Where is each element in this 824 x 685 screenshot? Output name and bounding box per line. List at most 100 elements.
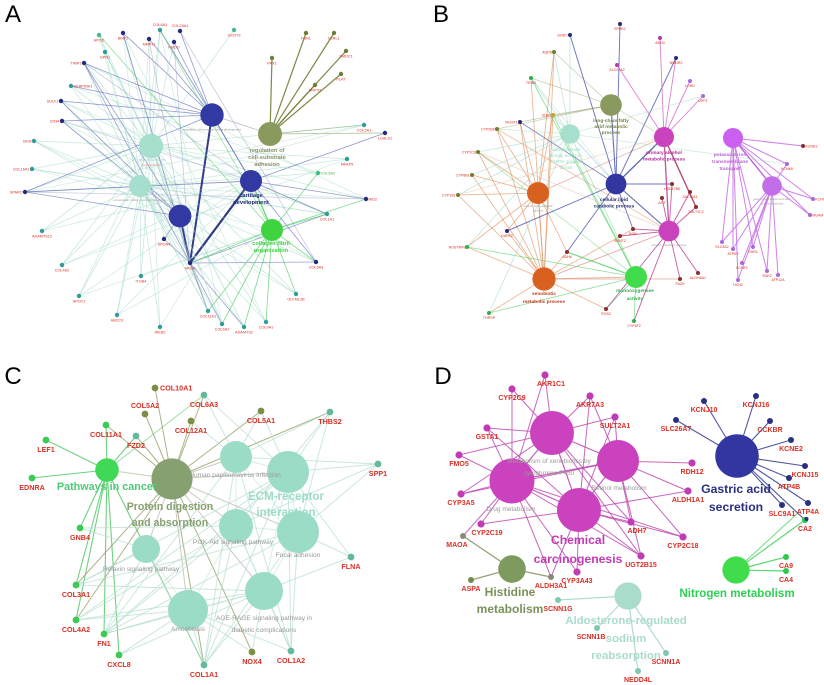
svg-text:SLBP: SLBP (542, 113, 552, 117)
svg-text:Aldosterone-regulated: Aldosterone-regulated (565, 615, 687, 627)
svg-text:CYP2C19: CYP2C19 (471, 530, 502, 537)
svg-text:CYP3A5: CYP3A5 (447, 500, 474, 507)
svg-text:oxidoreductase: oxidoreductase (552, 147, 581, 152)
svg-text:COL3A1: COL3A1 (62, 590, 90, 599)
svg-text:ADH7: ADH7 (627, 528, 646, 535)
svg-text:SRGN: SRGN (185, 266, 196, 270)
svg-text:KCNF1: KCNF1 (736, 266, 748, 270)
svg-text:UGT2B15: UGT2B15 (625, 562, 657, 569)
svg-text:COL1A2: COL1A2 (277, 656, 305, 665)
svg-text:CA9: CA9 (779, 563, 793, 570)
svg-text:THBS2: THBS2 (318, 417, 342, 426)
svg-text:sodium: sodium (606, 633, 647, 645)
svg-text:acid metabolic: acid metabolic (594, 124, 628, 130)
svg-text:AKR1C1: AKR1C1 (537, 381, 565, 388)
svg-text:GPR1: GPR1 (100, 55, 110, 59)
svg-text:ALDH1A1: ALDH1A1 (672, 497, 704, 504)
svg-text:COL6A3: COL6A3 (190, 400, 218, 409)
svg-text:SPP1: SPP1 (369, 469, 387, 478)
svg-text:retinoic metabolic process: retinoic metabolic process (652, 243, 687, 247)
svg-text:extracellular matrix structura: extracellular matrix structural constitu… (113, 198, 167, 202)
svg-text:COL9A1: COL9A1 (259, 325, 274, 329)
svg-text:SRPX2: SRPX2 (309, 88, 321, 92)
svg-text:D: D (434, 363, 451, 390)
svg-text:ADH6: ADH6 (562, 255, 572, 259)
svg-text:THRSP: THRSP (483, 316, 496, 320)
svg-text:GSTA1: GSTA1 (476, 434, 499, 441)
svg-text:FMO5: FMO5 (449, 461, 469, 468)
svg-text:MAOA: MAOA (446, 542, 467, 549)
svg-text:SULT2A1: SULT2A1 (600, 423, 631, 430)
svg-text:RGS2: RGS2 (601, 312, 611, 316)
svg-text:BMP1: BMP1 (118, 36, 128, 40)
svg-text:F2RL1: F2RL1 (328, 36, 339, 40)
svg-text:ABCC9: ABCC9 (111, 318, 124, 322)
svg-text:primary alcohol: primary alcohol (646, 150, 682, 156)
svg-text:AGT: AGT (658, 201, 666, 205)
svg-text:Drug metabolism: Drug metabolism (486, 506, 535, 513)
svg-text:Relaxin signaling pathway: Relaxin signaling pathway (103, 566, 180, 573)
svg-text:COL16A1: COL16A1 (13, 168, 30, 172)
svg-text:FN1: FN1 (97, 639, 111, 648)
svg-text:ATP4A: ATP4A (797, 509, 819, 516)
svg-text:development: development (233, 200, 269, 206)
svg-text:MFAP5: MFAP5 (341, 162, 353, 166)
svg-text:GCNT3: GCNT3 (228, 33, 241, 37)
svg-text:SPHK1: SPHK1 (614, 27, 626, 31)
svg-text:KCNJ15: KCNJ15 (792, 472, 819, 479)
svg-text:metabolism: metabolism (477, 602, 544, 616)
svg-text:polymyalgia transmembrane: polymyalgia transmembrane (753, 197, 791, 201)
svg-text:GHRL: GHRL (748, 250, 758, 254)
svg-text:SLC9A2: SLC9A2 (715, 245, 728, 249)
svg-text:CYP2C18: CYP2C18 (667, 543, 698, 550)
svg-text:KCNT2: KCNT2 (815, 197, 824, 201)
svg-text:CCKBR: CCKBR (757, 427, 782, 434)
svg-text:COL6A3: COL6A3 (309, 265, 324, 269)
svg-text:monooxygenase: monooxygenase (616, 289, 654, 294)
svg-text:COL8A1: COL8A1 (153, 23, 168, 27)
svg-text:Chemical: Chemical (551, 533, 605, 547)
svg-text:GNB4: GNB4 (70, 533, 90, 542)
svg-text:Gastric acid: Gastric acid (701, 482, 771, 496)
svg-text:Protein digestion: Protein digestion (127, 501, 214, 513)
svg-text:COL5A2: COL5A2 (321, 172, 336, 176)
svg-text:functional activity: functional activity (761, 202, 784, 206)
svg-text:xenobiotic: xenobiotic (532, 291, 556, 297)
svg-text:process: process (533, 209, 544, 213)
svg-text:cytochrome P450: cytochrome P450 (524, 470, 575, 477)
svg-text:B: B (433, 1, 449, 28)
svg-text:KCND3: KCND3 (805, 144, 817, 148)
svg-text:CXCL8: CXCL8 (107, 660, 131, 669)
svg-text:interaction: interaction (256, 506, 315, 519)
svg-text:cell-substrate: cell-substrate (248, 155, 286, 161)
svg-text:APOC1: APOC1 (73, 299, 86, 303)
svg-text:KCNJ10: KCNJ10 (691, 407, 718, 414)
svg-text:long-chain fatty: long-chain fatty (593, 118, 629, 124)
svg-text:CYP2C9: CYP2C9 (498, 395, 525, 402)
svg-text:regulation of biomineral tissu: regulation of biomineral tissue developm… (183, 128, 241, 132)
svg-text:COL10A1: COL10A1 (160, 383, 192, 392)
svg-text:secretion: secretion (709, 500, 763, 514)
svg-text:regulation of: regulation of (249, 148, 284, 154)
svg-text:activity, acting on: activity, acting on (550, 153, 582, 158)
svg-text:process: process (602, 130, 621, 136)
svg-text:FZD2: FZD2 (127, 441, 145, 450)
svg-text:UPP1: UPP1 (698, 99, 707, 103)
svg-text:ATP4B: ATP4B (778, 484, 800, 491)
svg-text:SGK2: SGK2 (762, 274, 772, 278)
svg-text:CYP3A43: CYP3A43 (561, 578, 592, 585)
svg-text:AQP8: AQP8 (542, 50, 552, 54)
svg-text:collagen fibril: collagen fibril (252, 241, 290, 247)
svg-text:Nitrogen metabolism: Nitrogen metabolism (679, 587, 794, 600)
svg-text:metabolic process: metabolic process (643, 157, 685, 163)
svg-text:LEF1: LEF1 (37, 445, 55, 454)
svg-text:ATP12A: ATP12A (771, 278, 785, 282)
svg-text:Retinol metabolism: Retinol metabolism (591, 485, 646, 492)
svg-text:COL12A1: COL12A1 (175, 426, 207, 435)
svg-text:GHDC: GHDC (557, 33, 568, 37)
svg-text:ALDH3A1: ALDH3A1 (535, 583, 567, 590)
svg-text:Metabolism of xenobiotics by: Metabolism of xenobiotics by (507, 458, 591, 465)
svg-text:SPARC: SPARC (10, 191, 23, 195)
svg-text:CYP2C8: CYP2C8 (462, 150, 476, 154)
svg-text:cellular lipid: cellular lipid (600, 197, 628, 203)
